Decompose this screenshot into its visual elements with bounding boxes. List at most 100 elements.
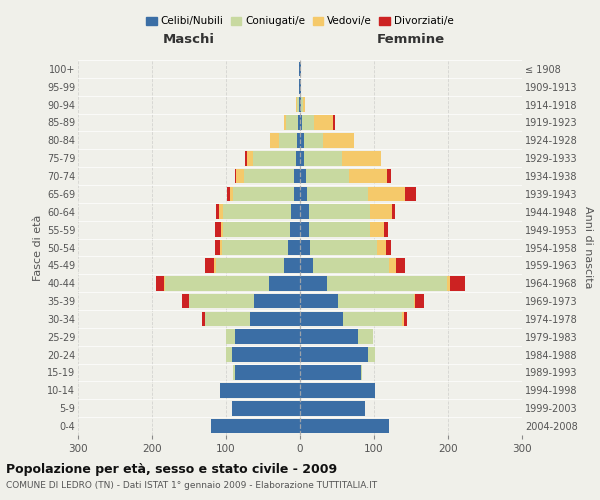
Bar <box>300 401 365 415</box>
Bar <box>296 98 297 112</box>
Bar <box>290 222 300 237</box>
Bar <box>310 240 377 255</box>
Bar <box>250 312 300 326</box>
Bar <box>300 186 307 201</box>
Bar <box>358 330 373 344</box>
Bar <box>300 419 389 434</box>
Bar <box>294 186 300 201</box>
Bar <box>297 98 299 112</box>
Bar <box>405 186 416 201</box>
Bar <box>415 294 424 308</box>
Bar <box>157 276 164 290</box>
Bar <box>300 204 309 219</box>
Bar <box>299 98 300 112</box>
Bar <box>306 168 349 184</box>
Bar <box>300 133 304 148</box>
Bar <box>296 151 300 166</box>
Bar <box>402 312 404 326</box>
Text: Maschi: Maschi <box>163 32 215 46</box>
Bar <box>232 348 300 362</box>
Bar <box>314 115 334 130</box>
Bar <box>166 276 269 290</box>
Bar <box>301 98 303 112</box>
Bar <box>385 222 388 237</box>
Bar <box>300 294 338 308</box>
Bar <box>279 133 297 148</box>
Bar <box>220 240 221 255</box>
Bar <box>342 151 380 166</box>
Bar <box>300 115 302 130</box>
Bar <box>235 168 236 184</box>
Bar <box>392 204 395 219</box>
Bar <box>236 168 244 184</box>
Legend: Celibi/Nubili, Coniugati/e, Vedovi/e, Divorziati/e: Celibi/Nubili, Coniugati/e, Vedovi/e, Di… <box>146 16 454 26</box>
Bar <box>205 312 250 326</box>
Bar <box>388 168 391 184</box>
Bar <box>235 365 300 380</box>
Bar <box>386 240 391 255</box>
Bar <box>254 294 300 308</box>
Bar <box>300 348 368 362</box>
Bar <box>303 98 305 112</box>
Bar <box>361 365 362 380</box>
Bar <box>300 258 313 272</box>
Bar <box>232 401 300 415</box>
Bar <box>247 151 253 166</box>
Bar <box>215 258 284 272</box>
Bar <box>300 62 301 76</box>
Bar <box>304 133 323 148</box>
Bar <box>309 222 370 237</box>
Bar <box>227 186 230 201</box>
Bar <box>221 240 288 255</box>
Bar <box>299 62 300 76</box>
Text: Popolazione per età, sesso e stato civile - 2009: Popolazione per età, sesso e stato civil… <box>6 462 337 475</box>
Bar <box>291 204 300 219</box>
Y-axis label: Fasce di età: Fasce di età <box>32 214 43 280</box>
Bar <box>269 276 300 290</box>
Bar <box>298 115 300 130</box>
Bar <box>297 133 300 148</box>
Bar <box>189 294 254 308</box>
Bar <box>284 258 300 272</box>
Bar <box>288 240 300 255</box>
Bar <box>368 348 376 362</box>
Bar <box>300 276 326 290</box>
Bar <box>300 168 306 184</box>
Bar <box>326 276 446 290</box>
Bar <box>404 312 407 326</box>
Bar <box>300 383 376 398</box>
Bar <box>245 151 247 166</box>
Bar <box>215 240 220 255</box>
Bar <box>307 186 368 201</box>
Bar <box>300 222 309 237</box>
Bar <box>284 115 286 130</box>
Bar <box>323 133 354 148</box>
Bar <box>300 365 361 380</box>
Bar <box>253 151 296 166</box>
Bar <box>349 168 388 184</box>
Bar <box>334 115 335 130</box>
Bar <box>205 258 214 272</box>
Bar <box>396 258 405 272</box>
Bar <box>414 294 415 308</box>
Bar <box>182 294 189 308</box>
Bar <box>300 312 343 326</box>
Bar <box>215 222 221 237</box>
Bar <box>300 330 358 344</box>
Bar <box>370 222 385 237</box>
Bar <box>202 312 205 326</box>
Bar <box>221 222 223 237</box>
Bar <box>294 168 300 184</box>
Bar <box>235 330 300 344</box>
Bar <box>223 222 290 237</box>
Bar <box>368 186 405 201</box>
Bar <box>313 258 389 272</box>
Bar <box>377 240 386 255</box>
Bar <box>343 312 402 326</box>
Bar <box>220 204 223 219</box>
Bar <box>164 276 166 290</box>
Bar <box>300 98 301 112</box>
Bar <box>244 168 294 184</box>
Bar <box>299 80 300 94</box>
Bar <box>220 383 300 398</box>
